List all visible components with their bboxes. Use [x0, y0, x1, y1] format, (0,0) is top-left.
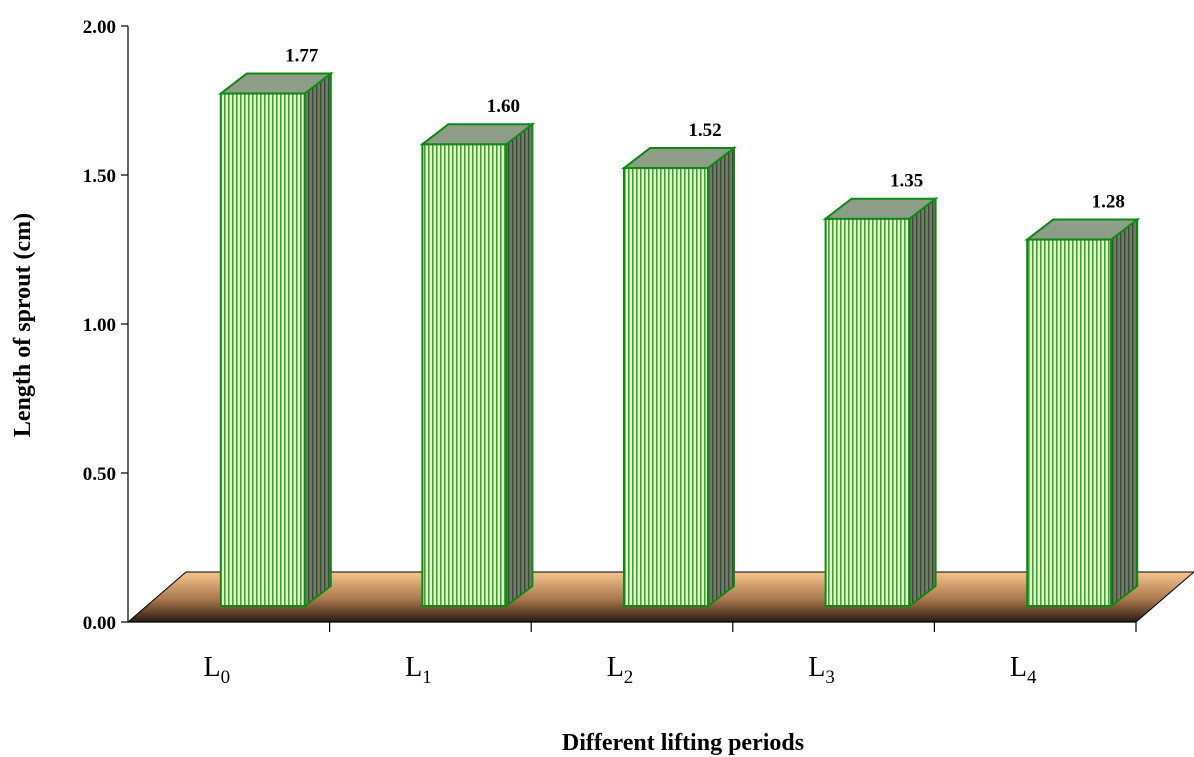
value-label: 1.60: [487, 96, 520, 117]
value-label: 1.52: [688, 120, 721, 141]
bar: [1024, 217, 1141, 609]
y-tick-label: 1.00: [83, 315, 116, 336]
y-tick-label: 0.50: [83, 464, 116, 485]
x-tick-label: L2: [607, 652, 634, 688]
bar-side: [505, 122, 534, 609]
bar: [621, 146, 737, 609]
x-ticks: [329, 622, 1137, 632]
y-tick-label: 1.50: [83, 166, 116, 187]
bar-side: [1110, 217, 1139, 609]
x-tick-label: L0: [203, 652, 230, 688]
value-label: 1.28: [1092, 192, 1125, 213]
bar-front: [421, 143, 508, 607]
bar-top: [217, 72, 334, 95]
y-axis-title: Length of sprout (cm): [10, 213, 36, 437]
bar: [217, 71, 334, 609]
bars: [217, 71, 1141, 609]
y-ticks: 0.00 0.50 1.00 1.50 2.00: [83, 17, 128, 634]
value-labels: 1.77 1.60 1.52 1.35 1.28: [285, 46, 1125, 213]
bar: [822, 196, 939, 609]
y-tick-label: 2.00: [83, 17, 116, 38]
bar-front: [623, 167, 709, 607]
bar-side: [303, 71, 332, 609]
x-axis-title: Different lifting periods: [562, 730, 804, 756]
value-label: 1.35: [890, 171, 923, 192]
bar: [419, 122, 536, 609]
bar-front: [1026, 238, 1113, 607]
bar-front: [219, 92, 306, 608]
bar-top: [419, 123, 536, 146]
bar-front: [824, 217, 911, 607]
x-tick-label: L3: [808, 652, 835, 688]
bar-side: [707, 146, 735, 609]
category-labels: L0 L1 L2 L3 L4: [203, 652, 1037, 688]
x-tick-label: L4: [1010, 652, 1037, 688]
bar-top: [621, 147, 737, 170]
value-label: 1.77: [285, 46, 319, 67]
bar-top: [1024, 218, 1141, 241]
bar-side: [908, 196, 937, 609]
axes: 0.00 0.50 1.00 1.50 2.00: [83, 17, 1137, 634]
x-tick-label: L1: [405, 652, 432, 688]
bar-top: [822, 197, 939, 220]
y-tick-label: 0.00: [83, 613, 116, 634]
